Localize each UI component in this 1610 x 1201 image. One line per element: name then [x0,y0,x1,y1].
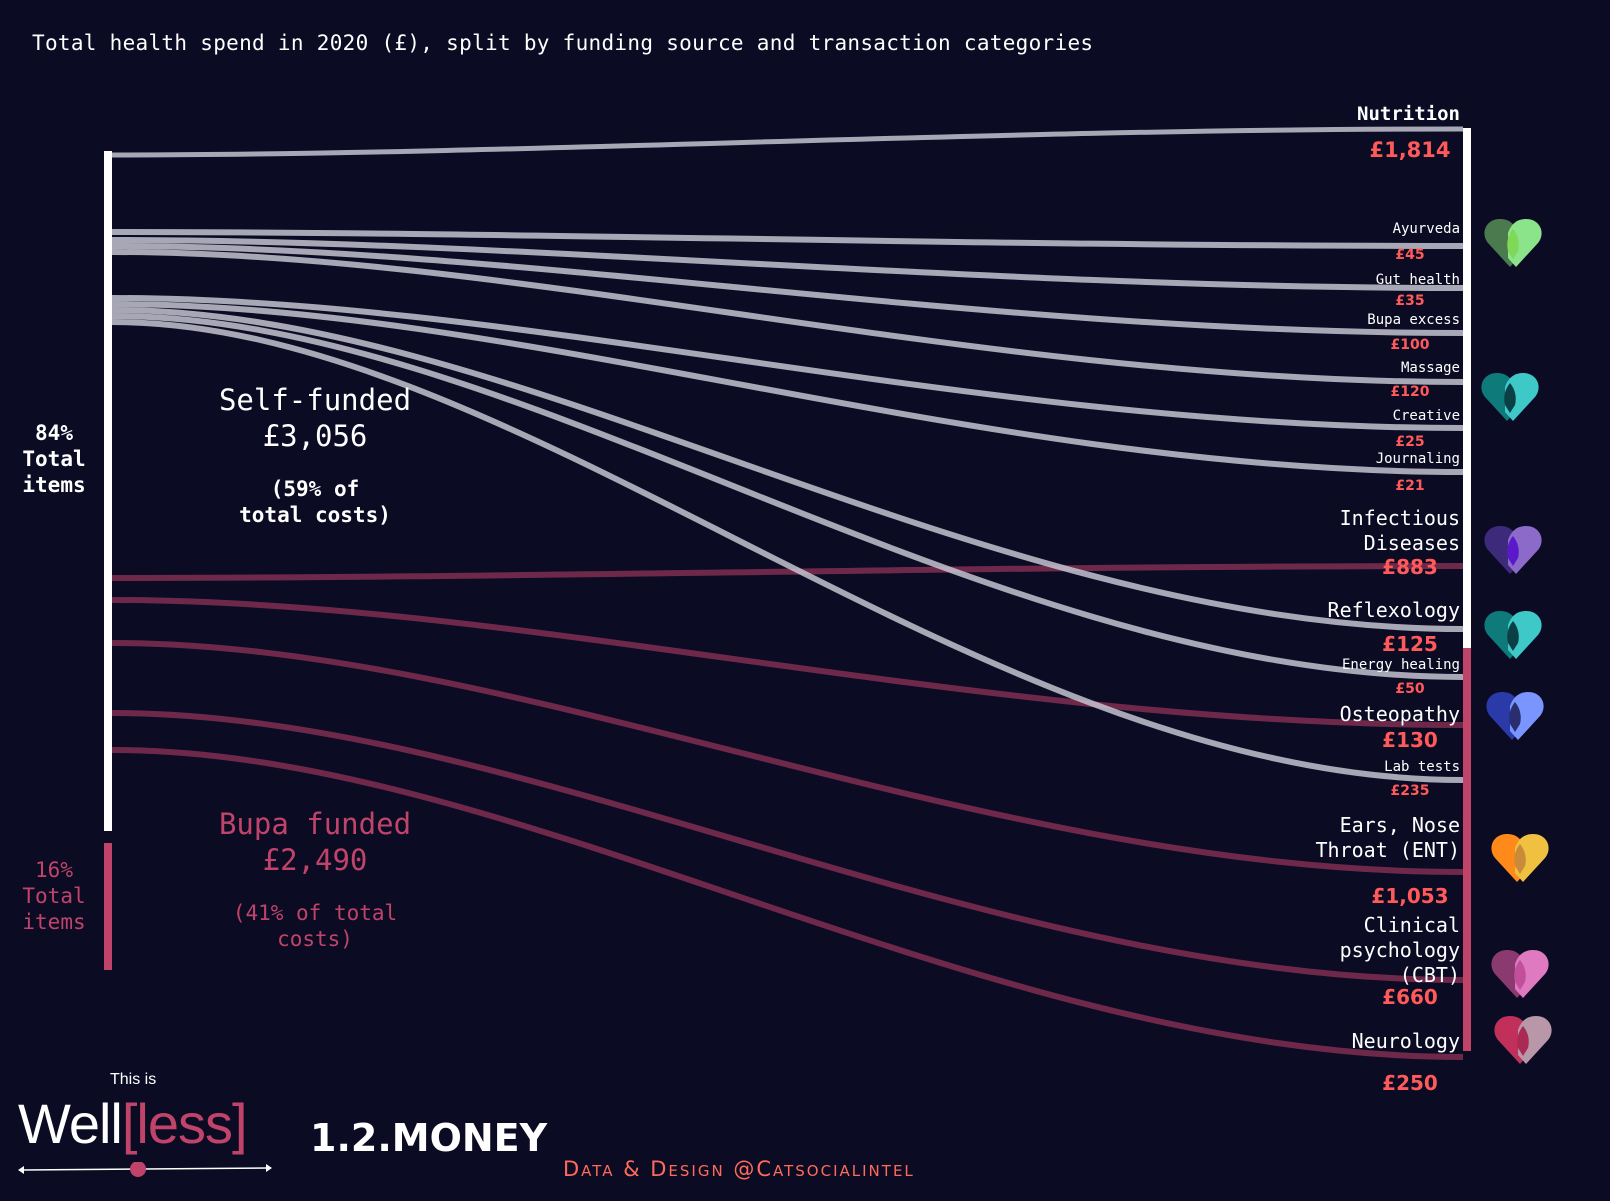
category-name: Reflexology [1327,598,1460,622]
category-name: Ayurveda [1392,221,1460,237]
category-value: £100 [1390,337,1430,353]
flow-line [111,563,1464,581]
wellless-logo: Well[less] [18,1091,248,1156]
self-funded-bar [104,151,112,831]
self-funded-pct-label: 84% Total items [22,421,86,497]
flow-line [111,307,1464,632]
flow-line [111,243,1464,336]
category-name: Nutrition [1357,103,1460,125]
category-value: £883 [1382,555,1438,579]
category-value: £660 [1382,985,1438,1009]
flow-line [111,597,1464,728]
category-value: £21 [1395,478,1425,494]
category-value: £130 [1382,728,1438,752]
self-funded-block: Self-funded £3,056 (59% of total costs) [190,382,440,528]
self-funded-title: Self-funded £3,056 [218,383,412,453]
bupa-funded-title: Bupa funded £2,490 [218,807,412,877]
flow-line [111,126,1464,158]
flow-line [111,295,1464,431]
flow-line [111,301,1464,475]
category-name: Creative [1392,408,1460,424]
flow-line [111,640,1464,875]
category-value: £25 [1395,434,1425,450]
category-name: Energy healing [1341,657,1460,673]
category-name: Journaling [1375,451,1460,467]
category-value: £250 [1382,1071,1438,1095]
category-name: Lab tests [1384,759,1460,775]
category-name: Ears, Nose Throat (ENT) [1315,813,1461,862]
bupa-funded-share: (41% of total costs) [232,901,398,951]
pink-heart-icon [1491,950,1549,998]
blue-heart-icon [1486,692,1544,740]
chart-title: Total health spend in 2020 (£), split by… [32,31,1094,55]
categories-bar-self [1463,128,1471,648]
category-value: £1,814 [1369,138,1451,162]
rose-heart-icon [1494,1016,1552,1064]
category-value: £125 [1382,632,1438,656]
orange-heart-icon [1491,834,1549,882]
logo-well: Well [18,1092,123,1155]
bupa-funded-bar [104,843,112,970]
bupa-funded-block: Bupa funded £2,490 (41% of total costs) [190,806,440,952]
logo-less: [less] [121,1092,248,1155]
flow-line [111,229,1464,249]
flow-lines [111,126,1464,1060]
teal-heart-icon [1484,611,1542,659]
category-name: Clinical psychology (CBT) [1339,913,1460,987]
brand-tagline: This is [110,1071,157,1088]
category-value: £35 [1395,293,1425,309]
page-tag: 1.2.MONEY [310,1116,548,1160]
self-funded-share: (59% of total costs) [239,477,391,527]
flow-line [111,237,1464,291]
category-name: Neurology [1351,1029,1460,1053]
flow-line [111,747,1464,1060]
flow-line [111,313,1464,680]
green-heart-icon [1484,219,1542,267]
category-value: £45 [1395,247,1425,263]
categories-bar-bupa [1463,648,1471,1051]
category-name: Massage [1400,360,1460,376]
category-name: Infectious Diseases [1339,506,1460,555]
category-value: £50 [1395,681,1425,697]
category-name: Bupa excess [1367,312,1460,328]
flow-line [111,710,1464,983]
flow-line [111,249,1464,385]
bupa-funded-pct-label: 16% Total items [22,858,86,934]
logo-underline [18,1162,272,1177]
flow-line [111,319,1464,783]
category-name: Gut health [1375,272,1460,288]
purple-heart-icon [1484,526,1542,574]
credit-line: Data & Design @Catsocialintel [563,1157,915,1181]
category-value: £1,053 [1371,884,1449,908]
teal-heart-icon [1481,373,1539,421]
category-value: £235 [1390,783,1430,799]
category-name: Osteopathy [1339,702,1460,726]
category-value: £120 [1390,384,1430,400]
